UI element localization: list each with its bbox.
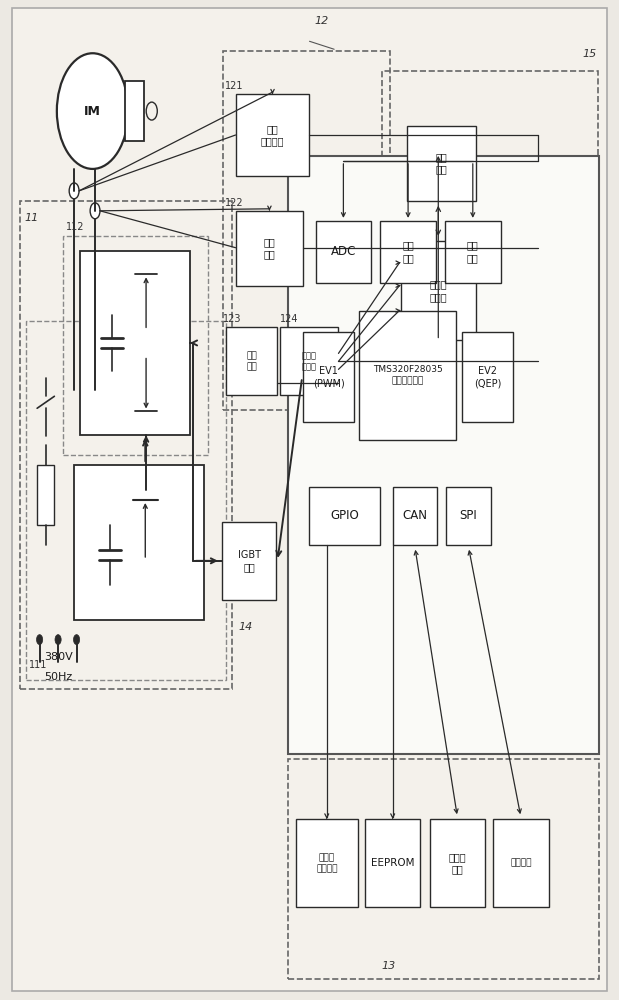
Text: 380V: 380V <box>44 652 72 662</box>
Text: 上位机
监控: 上位机 监控 <box>449 852 466 874</box>
Text: 123: 123 <box>223 314 242 324</box>
Circle shape <box>69 183 79 199</box>
Text: 霍尔
电流采样: 霍尔 电流采样 <box>261 124 284 146</box>
Text: 外部
端子: 外部 端子 <box>436 152 448 175</box>
FancyBboxPatch shape <box>400 241 476 340</box>
Text: EV1
(PWM): EV1 (PWM) <box>313 366 345 389</box>
FancyBboxPatch shape <box>380 221 436 283</box>
FancyBboxPatch shape <box>303 332 354 422</box>
FancyBboxPatch shape <box>236 211 303 286</box>
Text: 111: 111 <box>29 660 48 670</box>
Text: 124: 124 <box>280 314 298 324</box>
FancyBboxPatch shape <box>365 819 420 907</box>
FancyBboxPatch shape <box>462 332 513 422</box>
Text: 122: 122 <box>225 198 244 208</box>
FancyBboxPatch shape <box>446 487 491 545</box>
Text: 11: 11 <box>25 213 39 223</box>
Text: 50Hz: 50Hz <box>44 672 72 682</box>
Text: 14: 14 <box>239 622 253 632</box>
FancyBboxPatch shape <box>316 221 371 283</box>
FancyBboxPatch shape <box>430 819 485 907</box>
FancyBboxPatch shape <box>359 311 456 440</box>
Text: IGBT
驱动: IGBT 驱动 <box>238 550 261 572</box>
Circle shape <box>55 635 61 645</box>
FancyBboxPatch shape <box>236 94 310 176</box>
FancyBboxPatch shape <box>80 251 190 435</box>
FancyBboxPatch shape <box>74 465 204 620</box>
Circle shape <box>74 635 80 645</box>
Text: 总线
接口: 总线 接口 <box>402 240 414 263</box>
FancyBboxPatch shape <box>12 8 607 991</box>
FancyBboxPatch shape <box>125 81 144 141</box>
Text: 辅助
电源: 辅助 电源 <box>246 351 257 371</box>
Circle shape <box>57 53 128 169</box>
Text: SPI: SPI <box>460 509 477 522</box>
Text: 继电器
控制电路: 继电器 控制电路 <box>316 853 337 873</box>
Text: TMS320F28035
中央控制单元: TMS320F28035 中央控制单元 <box>373 365 443 385</box>
FancyBboxPatch shape <box>37 465 54 525</box>
Circle shape <box>90 203 100 219</box>
Text: 键盘显示: 键盘显示 <box>510 858 532 867</box>
FancyBboxPatch shape <box>493 819 548 907</box>
Text: 温度
检测: 温度 检测 <box>264 237 275 259</box>
FancyBboxPatch shape <box>407 126 476 201</box>
FancyBboxPatch shape <box>310 487 380 545</box>
Text: 13: 13 <box>381 961 396 971</box>
FancyBboxPatch shape <box>296 819 358 907</box>
Text: 121: 121 <box>225 81 244 91</box>
FancyBboxPatch shape <box>227 327 277 395</box>
FancyBboxPatch shape <box>288 156 599 754</box>
FancyBboxPatch shape <box>280 327 339 395</box>
Text: EEPROM: EEPROM <box>371 858 415 868</box>
Text: GPIO: GPIO <box>331 509 359 522</box>
FancyBboxPatch shape <box>222 522 276 600</box>
Text: 15: 15 <box>582 49 597 59</box>
Text: IM: IM <box>84 105 101 118</box>
Text: CAN: CAN <box>402 509 427 522</box>
Text: EV2
(QEP): EV2 (QEP) <box>474 366 501 389</box>
Text: ADC: ADC <box>331 245 356 258</box>
Text: 112: 112 <box>66 222 85 232</box>
Text: 母线电
压检测: 母线电 压检测 <box>301 351 317 371</box>
Circle shape <box>37 635 43 645</box>
Text: 12: 12 <box>314 16 329 26</box>
FancyBboxPatch shape <box>392 487 437 545</box>
Text: 故障保
护信号: 故障保 护信号 <box>430 279 447 302</box>
Text: 外部
中断: 外部 中断 <box>467 240 478 263</box>
FancyBboxPatch shape <box>445 221 501 283</box>
